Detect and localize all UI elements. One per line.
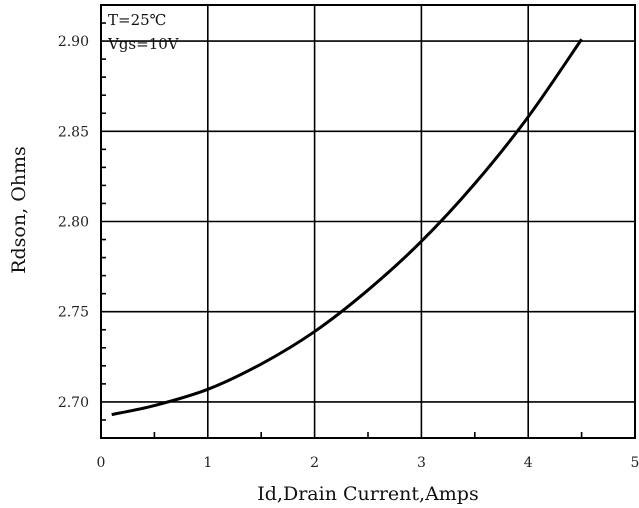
x-tick-label: 2 bbox=[310, 455, 319, 471]
x-tick-label: 4 bbox=[524, 455, 533, 471]
y-tick-label: 2.75 bbox=[58, 305, 89, 321]
y-axis-title: Rdson, Ohms bbox=[8, 146, 30, 274]
minor-ticks bbox=[101, 22, 583, 438]
plot-frame bbox=[100, 4, 636, 439]
x-tick-label: 5 bbox=[631, 455, 639, 471]
x-tick-label: 0 bbox=[97, 455, 106, 471]
grid-lines bbox=[101, 5, 635, 438]
series-line-rdson bbox=[111, 38, 583, 417]
y-tick-label: 2.90 bbox=[58, 34, 89, 50]
x-tick-label: 1 bbox=[203, 455, 212, 471]
y-tick-label: 2.80 bbox=[58, 215, 89, 231]
x-axis-title: Id,Drain Current,Amps bbox=[257, 483, 478, 505]
y-tick-label: 2.70 bbox=[58, 395, 89, 411]
y-tick-label: 2.85 bbox=[58, 124, 89, 140]
y-tick-labels: 2.70 2.75 2.80 2.85 2.90 bbox=[58, 34, 89, 411]
annotation-temperature: T=25℃ bbox=[108, 11, 166, 29]
x-tick-label: 3 bbox=[417, 455, 426, 471]
annotation-vgs: Vgs=10V bbox=[107, 35, 180, 53]
x-tick-labels: 0 1 2 3 4 5 bbox=[97, 455, 639, 471]
